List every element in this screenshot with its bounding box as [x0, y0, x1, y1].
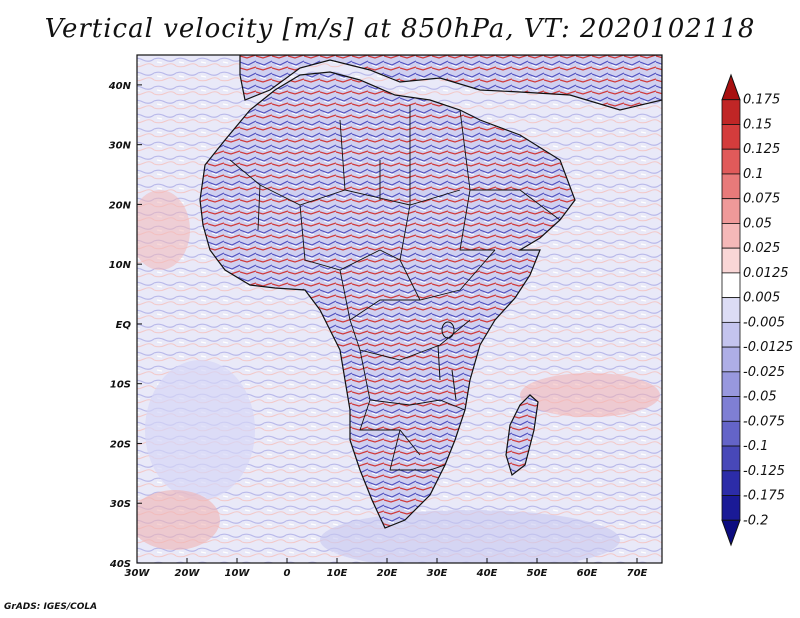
colorbar-label: 0.075	[743, 192, 780, 207]
lat-tick-label: 40S	[109, 559, 131, 570]
lon-tick-label: 30W	[125, 568, 151, 579]
colorbar-segment	[721, 396, 741, 422]
lon-tick-label: 30E	[427, 568, 448, 579]
lat-tick-label: 10N	[109, 260, 132, 271]
lon-tick-label: 10W	[225, 568, 251, 579]
lon-tick-label: 0	[284, 568, 291, 579]
chart-title: Vertical velocity [m/s] at 850hPa, VT: 2…	[44, 14, 756, 44]
colorbar-label: -0.1	[743, 439, 768, 454]
colorbar-segment	[721, 124, 741, 150]
lat-tick-label: 20S	[110, 439, 131, 450]
colorbar-label: -0.175	[743, 489, 785, 504]
colorbar-label: 0.05	[743, 216, 772, 231]
plot-area	[137, 55, 662, 563]
colorbar-segment	[721, 297, 741, 323]
lat-tick-label: 30S	[110, 499, 131, 510]
lat-tick-label: 20N	[109, 200, 132, 211]
colorbar-label: -0.125	[743, 464, 785, 479]
lat-tick-label: EQ	[116, 320, 132, 331]
latitude-axis: 40N 30N 20N 10N EQ 10S 20S 30S 40S	[108, 81, 142, 570]
colorbar-segment	[721, 272, 741, 299]
plot-frame	[136, 54, 663, 564]
colorbar: 0.175 0.15 0.125 0.1 0.075 0.05 0.025 0.0125 0.0…	[721, 73, 793, 547]
lon-tick-label: 10E	[327, 568, 348, 579]
colorbar-label: 0.0125	[743, 266, 789, 281]
lon-tick-label: 70E	[627, 568, 648, 579]
madagascar	[505, 394, 539, 477]
colorbar-segment	[721, 346, 741, 373]
grads-credit: GrADS: IGES/COLA	[4, 602, 98, 612]
europe-landmass	[239, 55, 662, 111]
lat-tick-label: 40N	[108, 81, 132, 92]
colorbar-label: 0.15	[743, 117, 772, 132]
country-borders	[229, 105, 561, 471]
lon-tick-label: 40E	[476, 568, 498, 579]
colorbar-label: -0.075	[743, 414, 785, 429]
colorbar-triangle-top	[721, 73, 741, 101]
lon-tick-label: 20W	[175, 568, 201, 579]
upward-motion-zone	[520, 373, 660, 417]
lakes	[437, 321, 457, 401]
colorbar-label: -0.005	[743, 315, 785, 330]
colorbar-label: 0.005	[743, 291, 780, 306]
downward-motion-zone	[145, 360, 255, 500]
lon-tick-label: 60E	[577, 568, 598, 579]
colorbar-label: -0.05	[743, 390, 777, 405]
colorbar-triangle-bottom	[721, 519, 741, 547]
lat-tick-label: 10S	[110, 380, 131, 391]
lon-tick-label: 50E	[527, 568, 548, 579]
colorbar-label: -0.2	[743, 513, 768, 528]
colorbar-segment	[721, 173, 741, 200]
colorbar-segment	[721, 247, 741, 274]
colorbar-label: -0.0125	[743, 340, 793, 355]
colorbar-label: 0.175	[743, 93, 780, 108]
upward-motion-zone	[137, 490, 220, 550]
longitude-axis: 30W 20W 10W 0 10E 20E 30E 40E 50E 60E 70E	[125, 558, 648, 579]
colorbar-segment	[721, 321, 741, 348]
lat-tick-label: 30N	[109, 141, 132, 152]
downward-motion-zone	[320, 510, 620, 563]
colorbar-label: 0.1	[743, 167, 764, 182]
lon-tick-label: 20E	[377, 568, 398, 579]
colorbar-segment	[721, 148, 741, 175]
upward-motion-zone	[137, 190, 190, 270]
colorbar-segment	[721, 420, 741, 447]
colorbar-segment	[721, 470, 741, 496]
colorbar-segment	[721, 495, 741, 521]
colorbar-segment	[721, 223, 741, 249]
colorbar-segment	[721, 445, 741, 472]
colorbar-label: 0.125	[743, 142, 780, 157]
colorbar-label: -0.025	[743, 365, 785, 380]
colorbar-segment	[721, 99, 741, 125]
colorbar-segment	[721, 371, 741, 397]
colorbar-label: 0.025	[743, 241, 780, 256]
colorbar-segment	[721, 198, 741, 224]
